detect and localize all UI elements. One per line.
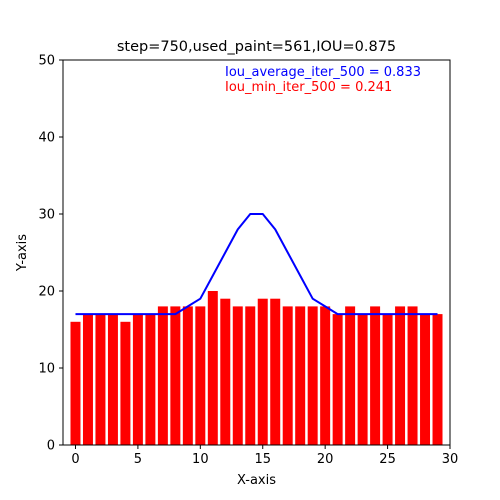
x-tick-label: 0 [71,452,79,467]
bar-19 [307,306,318,445]
line-layer [75,213,438,316]
bar-4 [120,321,131,445]
bar-28 [420,314,431,445]
y-tick-label: 20 [38,285,55,300]
x-axis-label: X-axis [237,473,276,488]
x-tick-label: 30 [442,452,459,467]
bar-26 [395,306,406,445]
bar-3 [107,314,118,445]
bar-27 [407,306,418,445]
y-axis-label: Y-axis [15,234,30,272]
x-tick-label: 15 [254,452,271,467]
bar-12 [220,298,231,445]
bar-23 [357,314,368,445]
bar-8 [170,306,181,445]
y-tick-label: 10 [38,362,55,377]
axes-frame [62,59,451,446]
y-tick-label: 30 [38,208,55,223]
x-ticks: 0 5 10 15 20 25 30 [71,445,458,467]
bar-14 [245,306,256,445]
chart-title: step=750,used_paint=561,IOU=0.875 [117,39,396,55]
bar-24 [370,306,381,445]
bar-1 [82,314,93,445]
y-tick-label: 50 [38,54,55,69]
bar-5 [132,314,143,445]
y-ticks: 0 10 20 30 40 50 [38,54,63,454]
bar-25 [382,314,393,445]
annotation-iou-min: Iou_min_iter_500 = 0.241 [225,80,392,95]
bar-18 [295,306,306,445]
bar-9 [182,306,193,445]
y-tick-label: 0 [47,439,55,454]
x-tick-label: 20 [317,452,334,467]
bar-21 [332,314,343,445]
bar-2 [95,314,106,445]
bar-6 [145,314,156,445]
bar-29 [432,314,443,445]
y-tick-label: 40 [38,131,55,146]
bar-13 [232,306,243,445]
bar-15 [257,298,268,445]
x-tick-label: 5 [134,452,142,467]
line-series [75,213,438,316]
bar-20 [320,306,331,445]
annotation-iou-average: Iou_average_iter_500 = 0.833 [225,65,421,80]
bar-7 [157,306,168,445]
bar-10 [195,306,206,445]
bar-22 [345,306,356,445]
bar-16 [270,298,281,445]
bar-11 [207,291,218,445]
bar-0 [70,321,81,445]
x-tick-label: 25 [379,452,396,467]
bar-17 [282,306,293,445]
bars-layer [70,291,443,445]
x-tick-label: 10 [192,452,209,467]
